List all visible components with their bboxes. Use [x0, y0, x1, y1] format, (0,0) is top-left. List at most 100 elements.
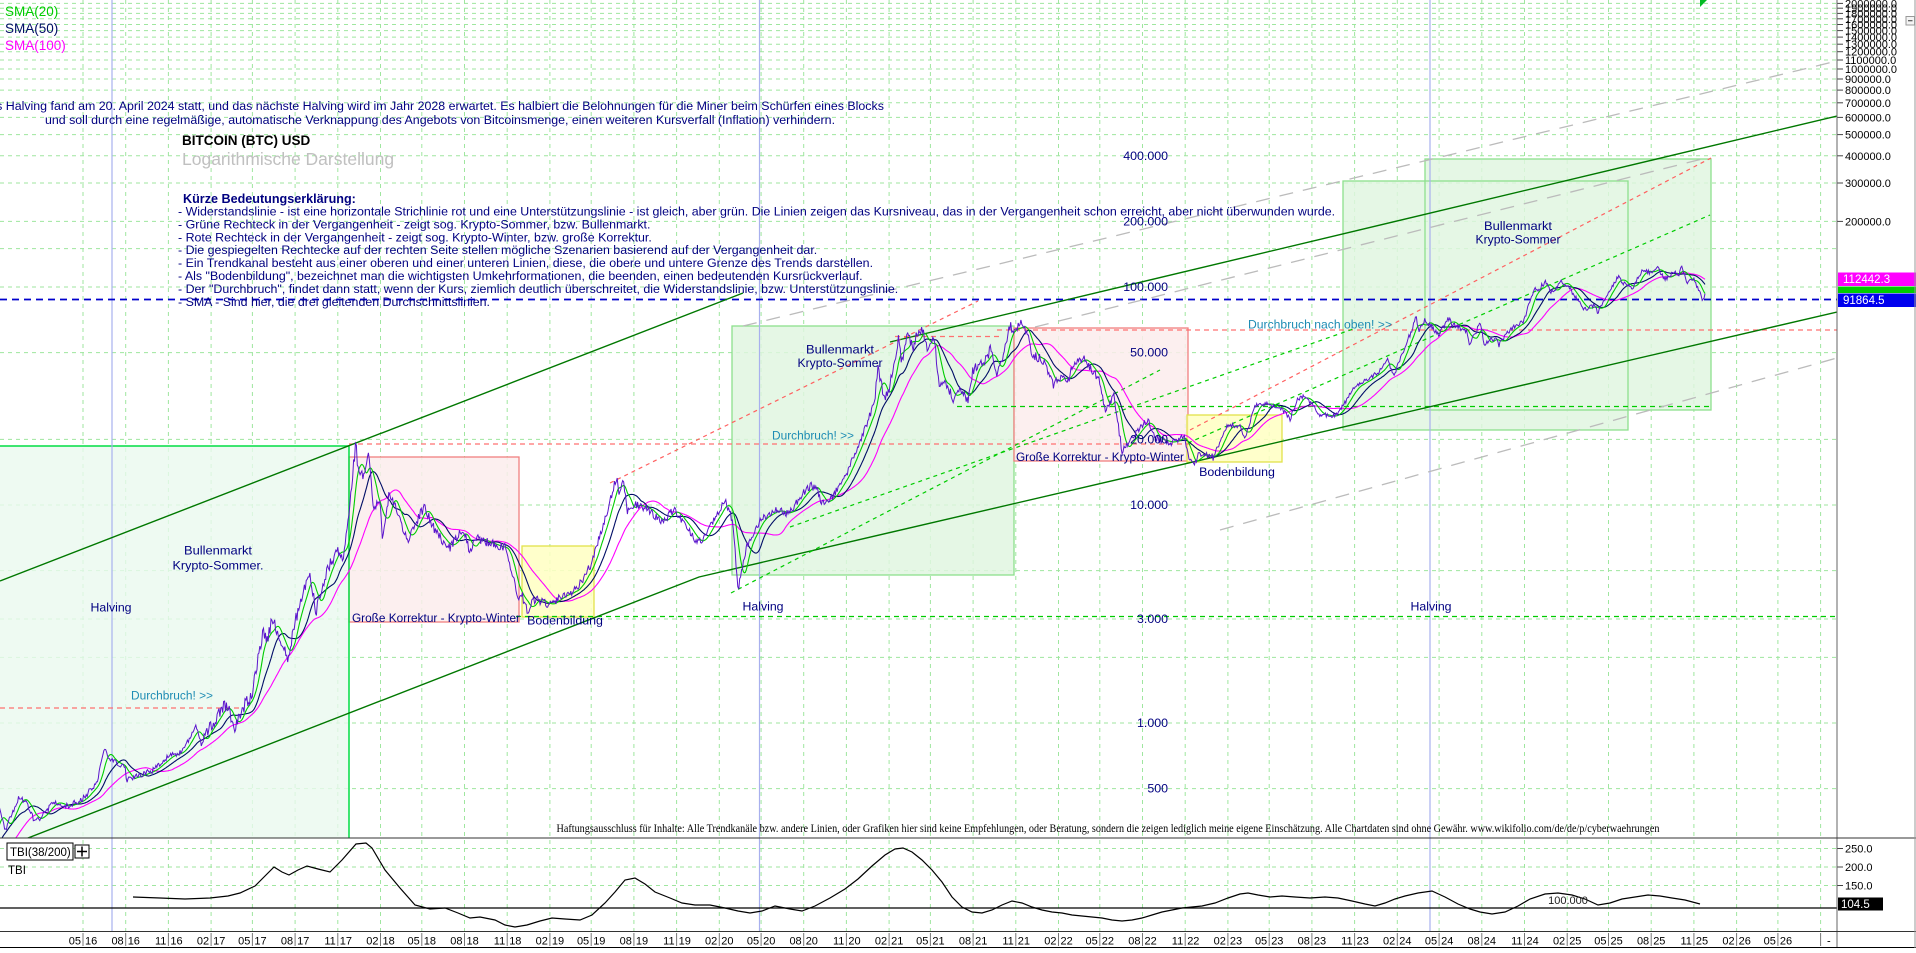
svg-text:02: 02 — [197, 936, 209, 948]
svg-text:18: 18 — [424, 936, 436, 948]
svg-text:250.0: 250.0 — [1845, 844, 1873, 856]
svg-text:Durchbruch! >>: Durchbruch! >> — [772, 429, 854, 443]
svg-text:1.000: 1.000 — [1137, 716, 1168, 730]
svg-text:22: 22 — [1061, 936, 1073, 948]
svg-text:08: 08 — [789, 936, 801, 948]
svg-text:16: 16 — [85, 936, 97, 948]
svg-text:16: 16 — [170, 936, 182, 948]
svg-text:11: 11 — [1002, 936, 1013, 948]
svg-text:05: 05 — [238, 936, 250, 948]
svg-text:02: 02 — [1553, 936, 1565, 948]
svg-text:- SMA - Sind hier, die drei gl: - SMA - Sind hier, die drei gleitenden D… — [178, 295, 490, 309]
svg-text:17: 17 — [297, 936, 309, 948]
svg-text:- Rote Rechteck in der Vergang: - Rote Rechteck in der Vergangenheit - z… — [178, 230, 652, 244]
svg-text:20: 20 — [806, 936, 818, 948]
svg-text:08: 08 — [959, 936, 971, 948]
svg-text:08: 08 — [620, 936, 632, 948]
svg-text:05: 05 — [916, 936, 928, 948]
svg-text:24: 24 — [1527, 936, 1539, 948]
svg-text:02: 02 — [366, 936, 378, 948]
svg-text:700000.0: 700000.0 — [1845, 98, 1891, 110]
svg-text:Krypto-Sommer: Krypto-Sommer — [798, 356, 883, 370]
svg-text:19: 19 — [593, 936, 605, 948]
svg-text:1200000.0: 1200000.0 — [1845, 47, 1897, 59]
svg-text:500000.0: 500000.0 — [1845, 130, 1891, 142]
svg-text:08: 08 — [1468, 936, 1480, 948]
svg-text:23: 23 — [1271, 936, 1283, 948]
svg-text:17: 17 — [254, 936, 266, 948]
svg-text:Halving: Halving — [743, 600, 784, 614]
svg-text:23: 23 — [1357, 936, 1369, 948]
svg-text:- Als "Bodenbildung", bezeichn: - Als "Bodenbildung", bezeichnet man die… — [178, 269, 863, 283]
svg-text:Bullenmarkt: Bullenmarkt — [184, 544, 253, 558]
svg-text:05: 05 — [1764, 936, 1776, 948]
svg-text:08: 08 — [450, 936, 462, 948]
svg-text:- Ein Trendkanal besteht aus e: - Ein Trendkanal besteht aus einer obere… — [178, 256, 873, 270]
svg-text:100.000: 100.000 — [1548, 895, 1588, 907]
svg-text:11: 11 — [1172, 936, 1183, 948]
svg-text:200.000: 200.000 — [1123, 214, 1168, 228]
svg-text:2000000.0: 2000000.0 — [1845, 0, 1897, 10]
svg-text:Krypto-Sommer: Krypto-Sommer — [1476, 233, 1561, 247]
svg-text:16: 16 — [128, 936, 140, 948]
svg-text:05: 05 — [577, 936, 589, 948]
svg-text:11: 11 — [833, 936, 844, 948]
svg-text:1700000.0: 1700000.0 — [1845, 14, 1897, 26]
svg-text:05: 05 — [408, 936, 420, 948]
svg-text:25: 25 — [1569, 936, 1581, 948]
svg-text:Logarithmische Darstellung: Logarithmische Darstellung — [182, 149, 394, 169]
svg-text:08: 08 — [1298, 936, 1310, 948]
svg-text:800000.0: 800000.0 — [1845, 85, 1891, 97]
svg-text:25: 25 — [1611, 936, 1623, 948]
svg-text:21: 21 — [1018, 936, 1030, 948]
svg-text:19: 19 — [636, 936, 648, 948]
svg-text:11: 11 — [494, 936, 505, 948]
svg-text:08: 08 — [281, 936, 293, 948]
svg-text:200.0: 200.0 — [1845, 862, 1873, 874]
svg-text:600000.0: 600000.0 — [1845, 112, 1891, 124]
svg-text:11: 11 — [663, 936, 674, 948]
svg-text:400.000: 400.000 — [1123, 149, 1168, 163]
svg-text:24: 24 — [1484, 936, 1496, 948]
svg-text:Halving: Halving — [1411, 600, 1452, 614]
svg-text:104.5: 104.5 — [1841, 899, 1870, 911]
svg-text:SMA(100): SMA(100) — [5, 38, 66, 53]
svg-text:Bodenbildung: Bodenbildung — [527, 614, 603, 628]
svg-text:24: 24 — [1399, 936, 1411, 948]
svg-text:150.0: 150.0 — [1845, 881, 1873, 893]
svg-text:Durchbruch! >>: Durchbruch! >> — [131, 689, 213, 703]
svg-text:21: 21 — [975, 936, 987, 948]
svg-text:112442.3: 112442.3 — [1843, 274, 1890, 286]
svg-text:18: 18 — [509, 936, 521, 948]
svg-text:17: 17 — [340, 936, 352, 948]
svg-text:25: 25 — [1696, 936, 1708, 948]
svg-text:26: 26 — [1739, 936, 1751, 948]
svg-text:05: 05 — [1086, 936, 1098, 948]
svg-text:21: 21 — [932, 936, 944, 948]
svg-text:Bodenbildung: Bodenbildung — [1199, 465, 1275, 479]
svg-text:05: 05 — [69, 936, 81, 948]
svg-text:1100000.0: 1100000.0 — [1845, 55, 1896, 67]
svg-text:Halving: Halving — [91, 601, 132, 615]
svg-text:500: 500 — [1147, 782, 1168, 796]
svg-text:23: 23 — [1230, 936, 1242, 948]
svg-text:1500000.0: 1500000.0 — [1845, 26, 1897, 38]
svg-text:02: 02 — [875, 936, 887, 948]
svg-text:11: 11 — [324, 936, 335, 948]
svg-text:- Widerstandslinie - ist eine: - Widerstandslinie - ist eine horizontal… — [178, 205, 1335, 219]
svg-text:02: 02 — [1722, 936, 1734, 948]
svg-text:Haftungsausschluss für Inhalte: Haftungsausschluss für Inhalte: Alle Tre… — [557, 823, 1660, 835]
svg-text:11: 11 — [1511, 936, 1522, 948]
svg-text:50.000: 50.000 — [1130, 346, 1168, 360]
svg-text:- Grüne Rechteck in der Vergan: - Grüne Rechteck in der Vergangenheit - … — [178, 217, 650, 231]
svg-text:11: 11 — [1680, 936, 1691, 948]
svg-text:Bullenmarkt: Bullenmarkt — [1484, 219, 1553, 233]
svg-text:05: 05 — [747, 936, 759, 948]
svg-text:Große Korrektur - Krypto-Winte: Große Korrektur - Krypto-Winter — [352, 611, 520, 625]
svg-text:100.000: 100.000 — [1123, 280, 1168, 294]
svg-text:Große Korrektur - Krypto-Winte: Große Korrektur - Krypto-Winter — [1016, 450, 1184, 464]
svg-text:02: 02 — [1214, 936, 1226, 948]
svg-text:02: 02 — [705, 936, 717, 948]
svg-text:20: 20 — [721, 936, 733, 948]
svg-text:05: 05 — [1594, 936, 1606, 948]
